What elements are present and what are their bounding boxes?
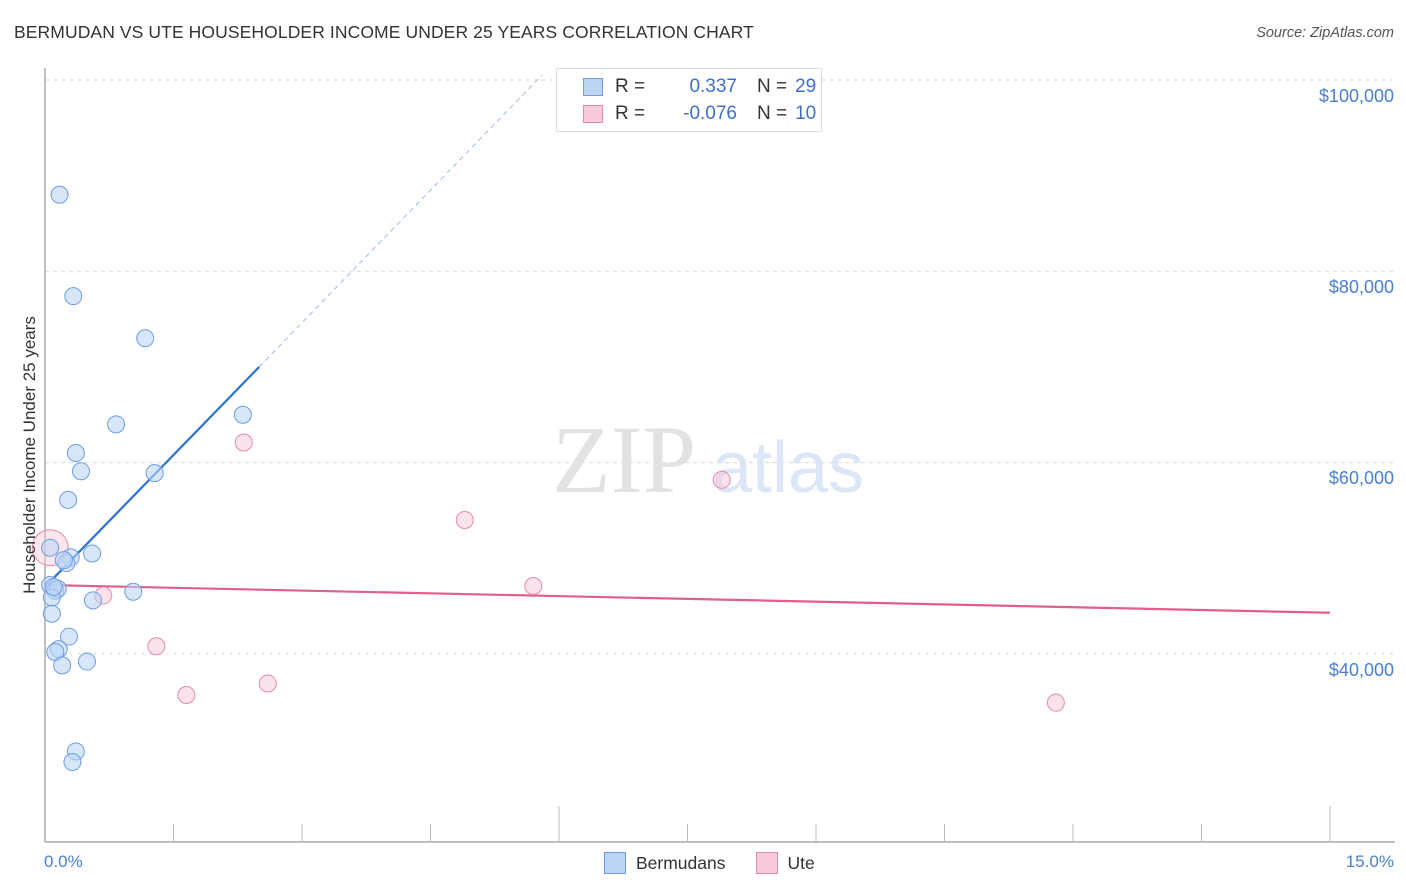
- legend-item-ute[interactable]: Ute: [755, 852, 815, 874]
- legend-row-bermudans: R = 0.337 N = 29: [583, 75, 816, 99]
- r-value: 0.337: [689, 76, 737, 97]
- legend-row-ute: R = -0.076 N = 10: [583, 102, 816, 126]
- watermark: ZIP atlas: [552, 406, 864, 513]
- ute-point: [234, 433, 253, 452]
- chart-title: BERMUDAN VS UTE HOUSEHOLDER INCOME UNDER…: [14, 22, 754, 42]
- svg-text:atlas: atlas: [712, 428, 864, 508]
- r-label: R =: [615, 76, 646, 97]
- source-label: Source: ZipAtlas.com: [1256, 25, 1394, 41]
- bermudans-point: [50, 185, 69, 204]
- bermudans-point: [41, 538, 60, 557]
- trendlines: [44, 74, 1331, 614]
- legend-label: Ute: [787, 852, 815, 873]
- ute-point: [1046, 693, 1065, 712]
- ute-point: [258, 674, 277, 693]
- bermudans-point: [63, 752, 82, 771]
- r-label: R =: [615, 103, 646, 124]
- bermudans-swatch-icon: [583, 78, 603, 96]
- y-tick-40000: $40,000: [1328, 660, 1394, 680]
- x-tick-max: 15.0%: [1345, 852, 1394, 871]
- ute-swatch-icon: [583, 105, 603, 123]
- n-label: N =: [757, 76, 788, 97]
- bermudans-point: [42, 604, 61, 623]
- ute-point: [147, 637, 166, 656]
- ute-point: [455, 510, 474, 529]
- bermudans-point: [44, 577, 63, 596]
- gridlines: [45, 79, 1395, 655]
- bermudans-point: [64, 287, 83, 306]
- legend-item-bermudans[interactable]: Bermudans: [604, 852, 726, 874]
- axes: [44, 68, 1395, 843]
- bermudans-point: [53, 656, 72, 675]
- bermudans-point: [124, 582, 143, 601]
- bermudans-point: [136, 329, 155, 348]
- bermudans-point: [233, 405, 252, 424]
- y-tick-60000: $60,000: [1328, 468, 1394, 488]
- y-tick-100000: $100,000: [1318, 86, 1394, 106]
- y-axis-label: Householder Income Under 25 years: [20, 316, 39, 594]
- y-tick-80000: $80,000: [1328, 277, 1394, 297]
- bermudans-point: [83, 591, 102, 610]
- legend-label: Bermudans: [636, 852, 726, 873]
- bermudans-swatch-icon: [604, 852, 626, 874]
- n-label: N =: [757, 103, 788, 124]
- bermudans-point: [83, 544, 102, 563]
- svg-text:ZIP: ZIP: [552, 406, 696, 513]
- bermudans-point: [77, 652, 96, 671]
- bermudans-point: [59, 627, 78, 646]
- n-value: 29: [795, 76, 817, 97]
- bermudans-point: [71, 462, 90, 481]
- bermudans-point: [66, 444, 85, 463]
- r-value: -0.076: [683, 103, 737, 124]
- bermudans-point: [54, 551, 73, 570]
- x-tick-min: 0.0%: [44, 852, 83, 871]
- ute-point: [524, 576, 543, 595]
- series-legend: Bermudans Ute: [604, 852, 845, 874]
- ute-point: [177, 686, 196, 705]
- stats-legend: R = 0.337 N = 29 R = -0.076 N = 10: [556, 68, 822, 132]
- ute-point: [712, 470, 731, 489]
- bermudans-point: [145, 464, 164, 483]
- bermudans-point: [59, 490, 78, 509]
- bermudans-point: [107, 415, 126, 434]
- ute-swatch-icon: [755, 852, 778, 874]
- n-value: 10: [795, 103, 817, 124]
- data-points: [31, 185, 1065, 771]
